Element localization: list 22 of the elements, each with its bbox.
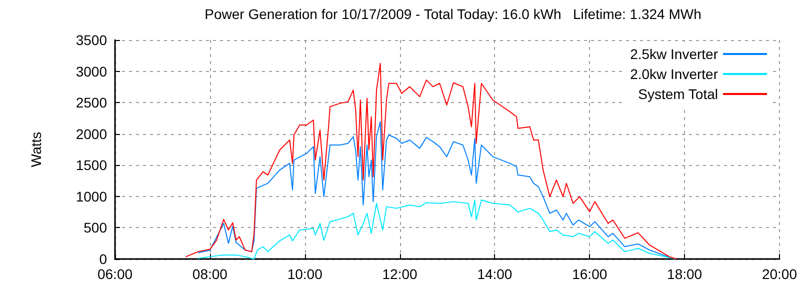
legend-label: 2.0kw Inverter bbox=[630, 66, 718, 82]
x-tick-label: 20:00 bbox=[762, 266, 798, 282]
x-tick-label: 16:00 bbox=[572, 266, 608, 282]
y-tick-label: 2500 bbox=[76, 94, 108, 111]
chart-title: Power Generation for 10/17/2009 - Total Today: 16.0 kWh Lifetime: 1.324 MWh bbox=[204, 6, 702, 22]
y-axis-title: Watts bbox=[28, 132, 44, 168]
x-tick-label: 18:00 bbox=[667, 266, 702, 282]
y-tick-label: 3000 bbox=[76, 63, 108, 80]
x-tick-label: 08:00 bbox=[192, 266, 228, 282]
y-tick-label: 500 bbox=[84, 220, 108, 236]
x-tick-label: 06:00 bbox=[97, 266, 133, 282]
legend-label: 2.5kw Inverter bbox=[630, 46, 718, 62]
y-tick-label: 1500 bbox=[76, 157, 108, 174]
y-tick-label: 2000 bbox=[76, 126, 108, 142]
x-tick-label: 10:00 bbox=[287, 266, 323, 282]
line-series bbox=[198, 199, 677, 260]
x-tick-label: 12:00 bbox=[382, 266, 418, 282]
y-tick-label: 0 bbox=[99, 251, 108, 267]
legend-label: System Total bbox=[638, 86, 718, 102]
y-tick-label: 1000 bbox=[76, 188, 108, 204]
x-tick-label: 14:00 bbox=[477, 266, 512, 282]
y-tick-label: 3500 bbox=[76, 32, 108, 48]
